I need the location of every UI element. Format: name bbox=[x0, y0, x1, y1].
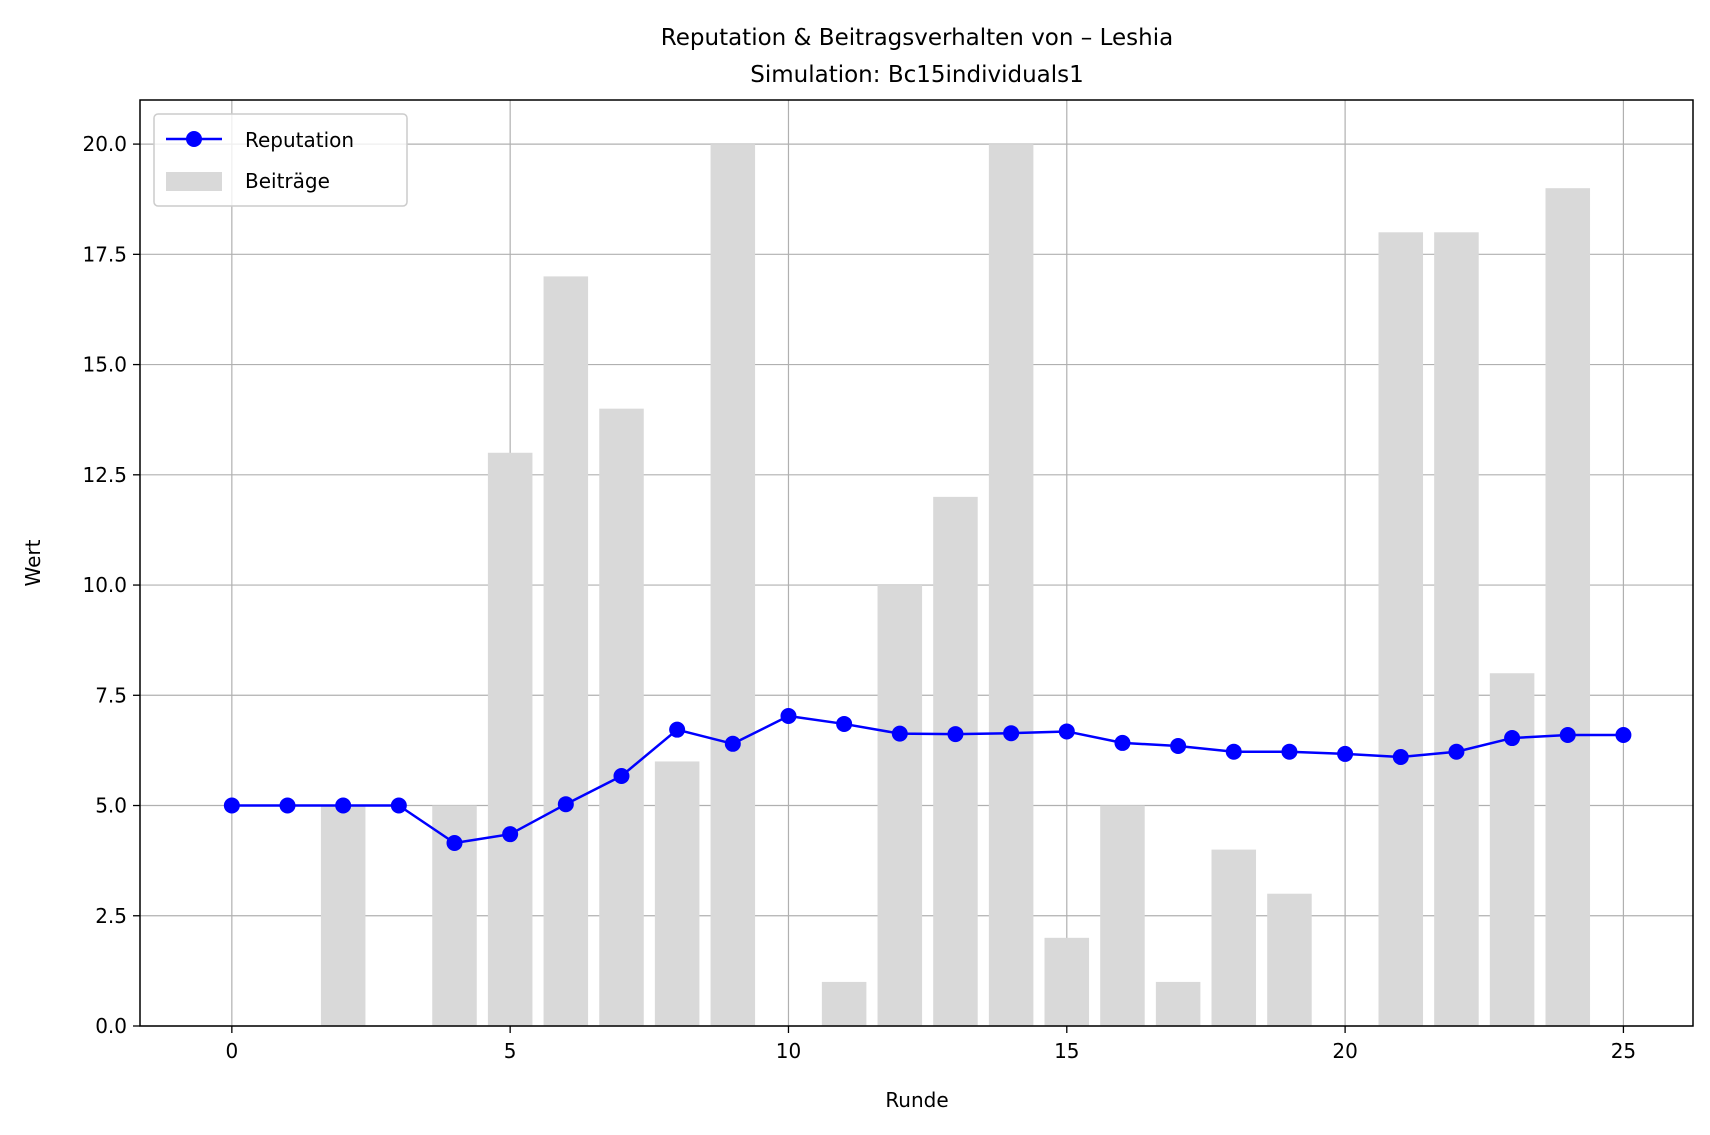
reputation-point bbox=[1448, 743, 1465, 760]
bar-beitraege bbox=[1211, 849, 1257, 1026]
reputation-point bbox=[279, 797, 296, 814]
x-tick-label: 20 bbox=[1332, 1039, 1357, 1063]
bar-beitraege bbox=[1489, 673, 1535, 1026]
reputation-point bbox=[1337, 745, 1354, 762]
bar-series bbox=[320, 144, 1591, 1027]
y-tick-label: 2.5 bbox=[95, 904, 127, 928]
reputation-point bbox=[613, 767, 630, 784]
plot-frame bbox=[139, 99, 1694, 1027]
bar-beitraege bbox=[1267, 893, 1312, 1026]
reputation-point bbox=[891, 725, 908, 742]
y-axis-label: Wert bbox=[21, 539, 45, 586]
reputation-line bbox=[231, 714, 1624, 845]
bar-beitraege bbox=[1100, 805, 1145, 1026]
bar-beitraege bbox=[1434, 232, 1479, 1027]
bar-beitraege bbox=[877, 585, 923, 1026]
x-tick-label: 0 bbox=[225, 1039, 238, 1063]
bar-beitraege bbox=[710, 144, 756, 1027]
chart-title: Reputation & Beitragsverhalten von – Les… bbox=[661, 25, 1173, 51]
x-tick-label: 10 bbox=[776, 1039, 801, 1063]
y-tick-label: 0.0 bbox=[95, 1014, 127, 1038]
reputation-point bbox=[724, 735, 741, 752]
line-series bbox=[223, 708, 1632, 852]
bar-beitraege bbox=[320, 805, 366, 1026]
reputation-point bbox=[1392, 749, 1409, 766]
reputation-point bbox=[1225, 743, 1242, 760]
reputation-point bbox=[446, 835, 463, 852]
legend-beitraege-swatch bbox=[166, 172, 222, 191]
reputation-point bbox=[335, 797, 352, 814]
reputation-point bbox=[1058, 723, 1075, 740]
reputation-point bbox=[947, 726, 964, 743]
bar-beitraege bbox=[988, 144, 1034, 1027]
axis-ticks: 0 5 10 15 20 25 0.0 2.5 5.0 7.5 10.0 12.5 15.0 17.5 20… bbox=[82, 132, 1636, 1063]
bar-beitraege bbox=[1378, 232, 1424, 1027]
y-tick-label: 20.0 bbox=[82, 132, 127, 156]
bar-beitraege bbox=[821, 981, 867, 1026]
chart-subtitle: Simulation: Bc15individuals1 bbox=[750, 62, 1084, 88]
reputation-point bbox=[1114, 734, 1131, 751]
bar-beitraege bbox=[543, 276, 589, 1026]
bar-beitraege bbox=[1545, 188, 1591, 1026]
x-tick-label: 15 bbox=[1054, 1039, 1079, 1063]
bar-beitraege bbox=[1044, 937, 1090, 1026]
reputation-point bbox=[669, 721, 686, 738]
reputation-point bbox=[1281, 743, 1298, 760]
x-tick-label: 5 bbox=[504, 1039, 517, 1063]
reputation-point bbox=[836, 715, 853, 732]
reputation-point bbox=[502, 826, 519, 843]
bar-beitraege bbox=[933, 496, 978, 1026]
bar-beitraege bbox=[599, 408, 644, 1027]
bar-beitraege bbox=[487, 452, 533, 1026]
reputation-point bbox=[780, 708, 797, 725]
reputation-point bbox=[1003, 725, 1020, 742]
y-tick-label: 12.5 bbox=[82, 463, 127, 487]
reputation-point bbox=[223, 797, 240, 814]
y-tick-label: 5.0 bbox=[95, 794, 127, 818]
y-tick-label: 17.5 bbox=[82, 242, 127, 266]
x-tick-label: 25 bbox=[1611, 1039, 1636, 1063]
reputation-point bbox=[1504, 730, 1521, 747]
bar-beitraege bbox=[1155, 981, 1201, 1026]
legend-reputation-marker-swatch bbox=[186, 131, 202, 147]
legend-label-beitraege: Beiträge bbox=[245, 169, 330, 193]
reputation-point bbox=[1559, 726, 1576, 743]
reputation-point bbox=[557, 796, 574, 813]
y-tick-label: 10.0 bbox=[82, 573, 127, 597]
x-axis-label: Runde bbox=[885, 1088, 948, 1112]
y-tick-label: 7.5 bbox=[95, 683, 127, 707]
bar-beitraege bbox=[654, 761, 700, 1026]
reputation-point bbox=[1170, 737, 1187, 754]
legend-label-reputation: Reputation bbox=[245, 128, 354, 152]
reputation-point bbox=[1615, 726, 1632, 743]
reputation-point bbox=[390, 797, 407, 814]
legend: Reputation Beiträge bbox=[153, 113, 408, 207]
y-tick-label: 15.0 bbox=[82, 353, 127, 377]
